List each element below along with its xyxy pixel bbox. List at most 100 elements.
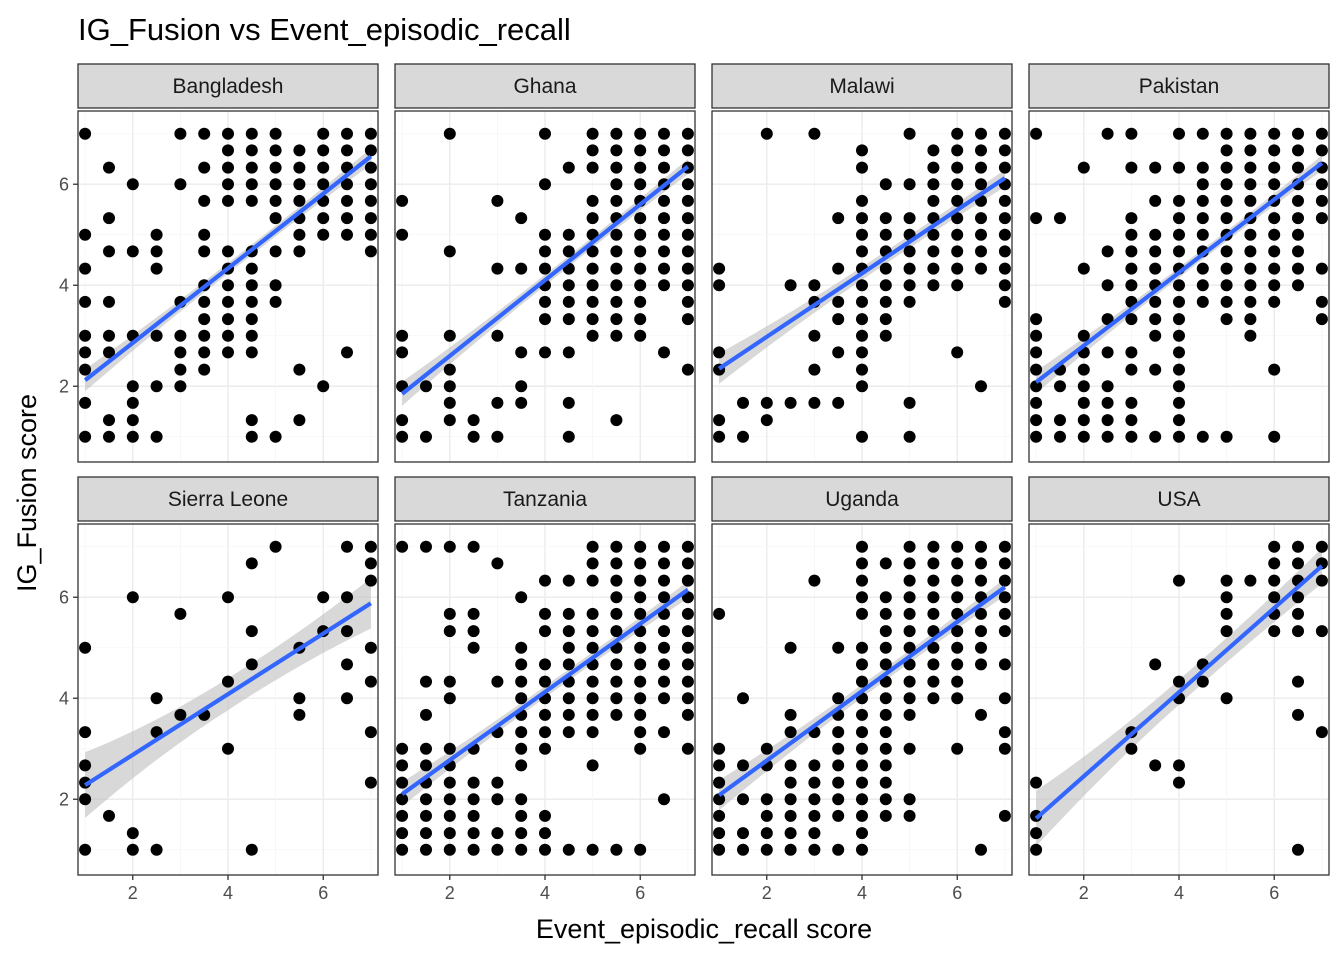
data-point <box>1244 245 1257 258</box>
data-point <box>562 641 575 654</box>
data-point <box>103 430 115 443</box>
data-point <box>1244 574 1257 587</box>
regression-line <box>1034 161 1324 384</box>
data-point <box>681 675 694 688</box>
x-tick-label: 6 <box>318 883 328 903</box>
data-point <box>998 279 1011 292</box>
data-point <box>515 843 528 856</box>
data-point <box>975 843 987 856</box>
data-point <box>610 295 623 308</box>
data-point <box>562 625 575 638</box>
data-point <box>364 675 377 688</box>
data-point <box>681 144 694 157</box>
data-point <box>951 346 964 359</box>
data-point <box>808 759 821 772</box>
data-point <box>245 414 258 427</box>
data-point <box>951 212 964 225</box>
data-point <box>1030 430 1043 443</box>
data-point <box>903 557 916 570</box>
data-point <box>975 245 987 258</box>
data-point <box>293 144 306 157</box>
data-point <box>927 178 940 191</box>
data-point <box>562 658 575 671</box>
data-point <box>586 641 599 654</box>
data-point <box>79 759 92 772</box>
data-point <box>951 161 964 174</box>
data-point <box>634 708 647 721</box>
facet-strip <box>77 476 379 522</box>
data-point <box>1077 396 1090 409</box>
data-point <box>1101 279 1114 292</box>
data-point <box>832 262 845 275</box>
data-point <box>539 228 551 241</box>
data-point <box>998 161 1011 174</box>
data-point <box>760 742 773 755</box>
data-point <box>467 430 480 443</box>
data-point <box>681 658 694 671</box>
x-tick-label: 4 <box>223 883 233 903</box>
data-point <box>927 607 940 620</box>
data-point <box>610 313 623 326</box>
data-point <box>1220 295 1233 308</box>
data-point <box>1292 161 1304 174</box>
data-point <box>539 675 551 688</box>
data-point <box>658 279 670 292</box>
data-point <box>856 346 868 359</box>
data-point <box>610 161 623 174</box>
data-point <box>317 228 330 241</box>
data-point <box>1292 127 1304 140</box>
data-point <box>420 827 432 840</box>
data-point <box>927 675 940 688</box>
data-point <box>832 843 845 856</box>
data-point <box>467 641 480 654</box>
data-point <box>856 144 868 157</box>
data-point <box>879 809 892 822</box>
data-point <box>586 625 599 638</box>
data-point <box>808 843 821 856</box>
data-point <box>1149 759 1162 772</box>
data-point <box>443 675 456 688</box>
data-point <box>951 144 964 157</box>
data-point <box>1077 262 1090 275</box>
data-point <box>245 346 258 359</box>
data-point <box>681 625 694 638</box>
data-point <box>903 295 916 308</box>
data-point <box>467 414 480 427</box>
data-point <box>222 313 234 326</box>
data-point <box>1030 329 1043 342</box>
data-point <box>856 380 868 393</box>
data-point <box>975 262 987 275</box>
data-point <box>951 607 964 620</box>
data-point <box>610 557 623 570</box>
data-point <box>610 675 623 688</box>
data-point <box>341 540 353 553</box>
data-point <box>658 245 670 258</box>
data-point <box>293 692 306 705</box>
data-point <box>1101 430 1114 443</box>
data-point <box>903 279 916 292</box>
data-point <box>103 329 115 342</box>
data-point <box>396 346 409 359</box>
data-point <box>784 843 797 856</box>
data-point <box>245 127 258 140</box>
data-point <box>784 396 797 409</box>
data-point <box>1244 127 1257 140</box>
data-point <box>998 809 1011 822</box>
data-point <box>1292 144 1304 157</box>
data-point <box>1292 194 1304 207</box>
data-point <box>467 827 480 840</box>
data-point <box>341 658 353 671</box>
data-point <box>1268 245 1281 258</box>
data-point <box>856 228 868 241</box>
data-point <box>317 212 330 225</box>
data-point <box>515 380 528 393</box>
regression-line <box>400 164 690 396</box>
data-point <box>610 708 623 721</box>
data-point <box>1292 625 1304 638</box>
data-point <box>491 675 504 688</box>
data-point <box>856 726 868 739</box>
data-point <box>174 127 187 140</box>
data-point <box>610 574 623 587</box>
data-point <box>1220 127 1233 140</box>
